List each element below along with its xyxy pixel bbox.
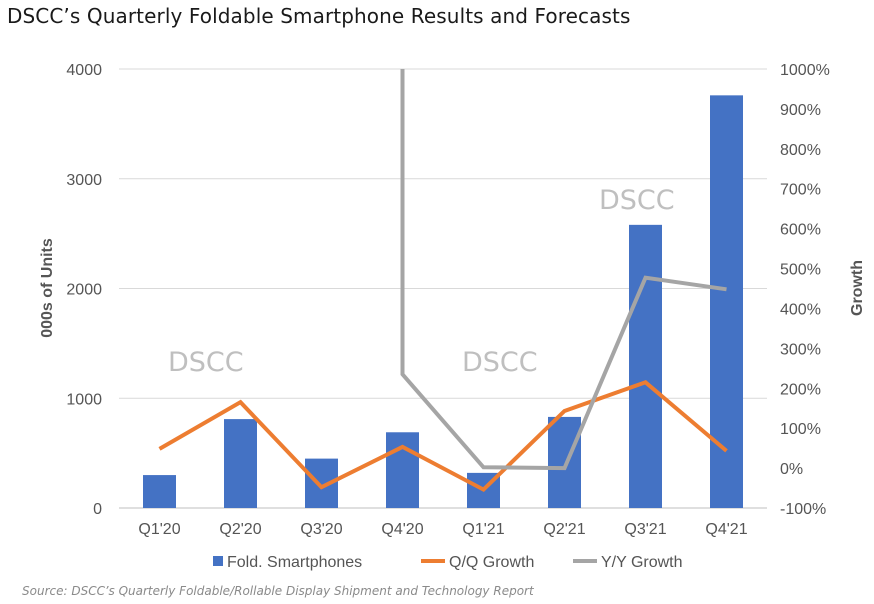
right-tick-label: 0% (780, 461, 803, 478)
right-tick-label: 400% (780, 301, 821, 318)
x-tick-label: Q1'21 (462, 521, 504, 538)
x-tick-label: Q3'20 (300, 521, 342, 538)
bar (710, 95, 743, 508)
bar-series (143, 95, 743, 508)
x-axis-ticks: Q1'20 Q2'20 Q3'20 Q4'20 Q1'21 Q2'21 Q3'21 Q4'21 (138, 521, 747, 538)
x-tick-label: Q1'20 (138, 521, 180, 538)
right-tick-label: 800% (780, 142, 821, 159)
right-tick-label: -100% (780, 501, 826, 518)
legend-label: Y/Y Growth (601, 554, 683, 571)
bar (224, 419, 257, 508)
legend-label: Q/Q Growth (449, 554, 534, 571)
x-tick-label: Q3'21 (624, 521, 666, 538)
x-tick-label: Q2'20 (219, 521, 261, 538)
watermark-center: DSCC (462, 347, 538, 378)
bar (143, 475, 176, 508)
right-tick-label: 700% (780, 182, 821, 199)
line-series (158, 69, 728, 493)
left-tick-label: 2000 (66, 282, 102, 299)
left-tick-label: 4000 (66, 62, 102, 79)
source-note: Source: DSCC’s Quarterly Foldable/Rollab… (22, 584, 534, 598)
right-tick-label: 900% (780, 102, 821, 119)
right-tick-label: 200% (780, 381, 821, 398)
yy-growth-line (400, 69, 727, 471)
x-tick-label: Q2'21 (543, 521, 585, 538)
legend-label: Fold. Smartphones (227, 554, 362, 571)
left-axis-label: 000s of Units (39, 238, 56, 338)
chart-title: DSCC’s Quarterly Foldable Smartphone Res… (7, 4, 631, 28)
left-axis-ticks: 0 1000 2000 3000 4000 (66, 62, 102, 518)
x-tick-label: Q4'20 (381, 521, 423, 538)
left-tick-label: 3000 (66, 172, 102, 189)
right-axis-label: Growth (849, 260, 866, 316)
right-tick-label: 500% (780, 262, 821, 279)
gridlines (119, 68, 767, 509)
x-tick-label: Q4'21 (705, 521, 747, 538)
left-tick-label: 1000 (66, 391, 102, 408)
combo-chart: DSCC DSCC DSCC 0 1000 2000 3000 4000 -100% 0%… (39, 62, 866, 571)
right-tick-label: 100% (780, 421, 821, 438)
right-tick-label: 1000% (780, 62, 830, 79)
left-tick-label: 0 (93, 501, 102, 518)
qq-growth-line (158, 380, 728, 493)
watermark-right: DSCC (599, 185, 675, 216)
bar (548, 416, 581, 508)
watermarks: DSCC DSCC DSCC (168, 185, 675, 378)
bar (629, 224, 662, 508)
watermark-left: DSCC (168, 347, 244, 378)
legend: Fold. Smartphones Q/Q Growth Y/Y Growth (213, 554, 683, 571)
legend-swatch-bar (213, 556, 223, 566)
right-axis-ticks: -100% 0% 100% 200% 300% 400% 500% 600% 700% 800% 9… (780, 62, 830, 518)
right-tick-label: 600% (780, 222, 821, 239)
right-tick-label: 300% (780, 341, 821, 358)
bar (386, 432, 419, 508)
